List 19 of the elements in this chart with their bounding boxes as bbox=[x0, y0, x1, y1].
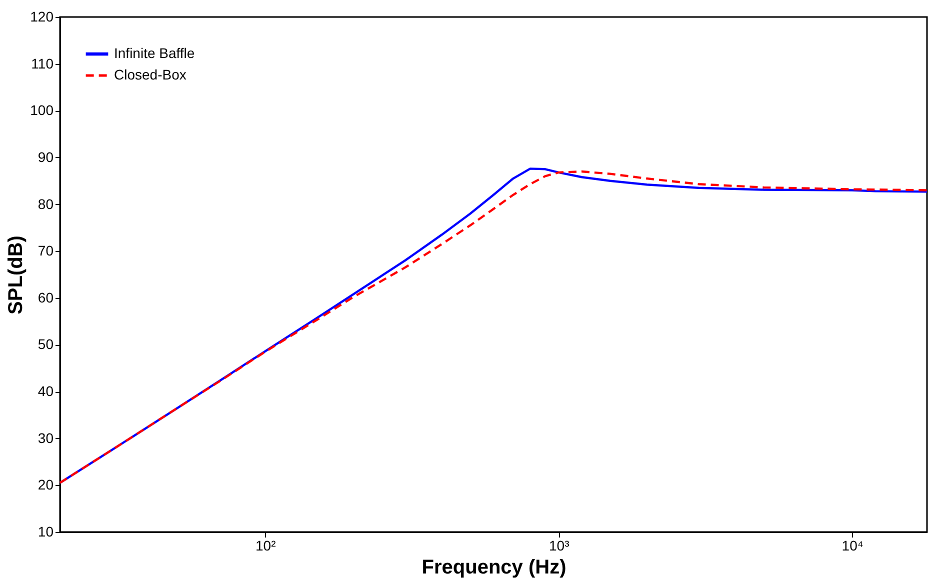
y-tick-label: 20 bbox=[38, 476, 54, 493]
y-tick-label: 110 bbox=[31, 55, 54, 72]
x-tick-label: 10³ bbox=[548, 538, 570, 554]
x-tick-label: 10⁴ bbox=[842, 538, 864, 554]
y-tick-label: 90 bbox=[38, 148, 54, 165]
y-tick-label: 10 bbox=[38, 524, 54, 540]
y-tick-label: 50 bbox=[38, 336, 54, 352]
y-tick-label: 60 bbox=[38, 289, 54, 306]
y-tick-label: 120 bbox=[30, 8, 54, 24]
legend-label: Infinite Baffle bbox=[114, 45, 195, 61]
y-tick-label: 40 bbox=[38, 383, 54, 400]
x-tick-label: 10² bbox=[256, 538, 276, 554]
y-axis-title: SPL(dB) bbox=[5, 236, 28, 314]
y-tick-label: 80 bbox=[38, 196, 54, 212]
legend-label: Closed-Box bbox=[114, 66, 186, 82]
y-tick-label: 70 bbox=[38, 242, 54, 259]
x-axis-title: Frequency (Hz) bbox=[422, 556, 566, 578]
y-tick-label: 100 bbox=[30, 102, 54, 118]
y-tick-label: 30 bbox=[38, 430, 54, 446]
